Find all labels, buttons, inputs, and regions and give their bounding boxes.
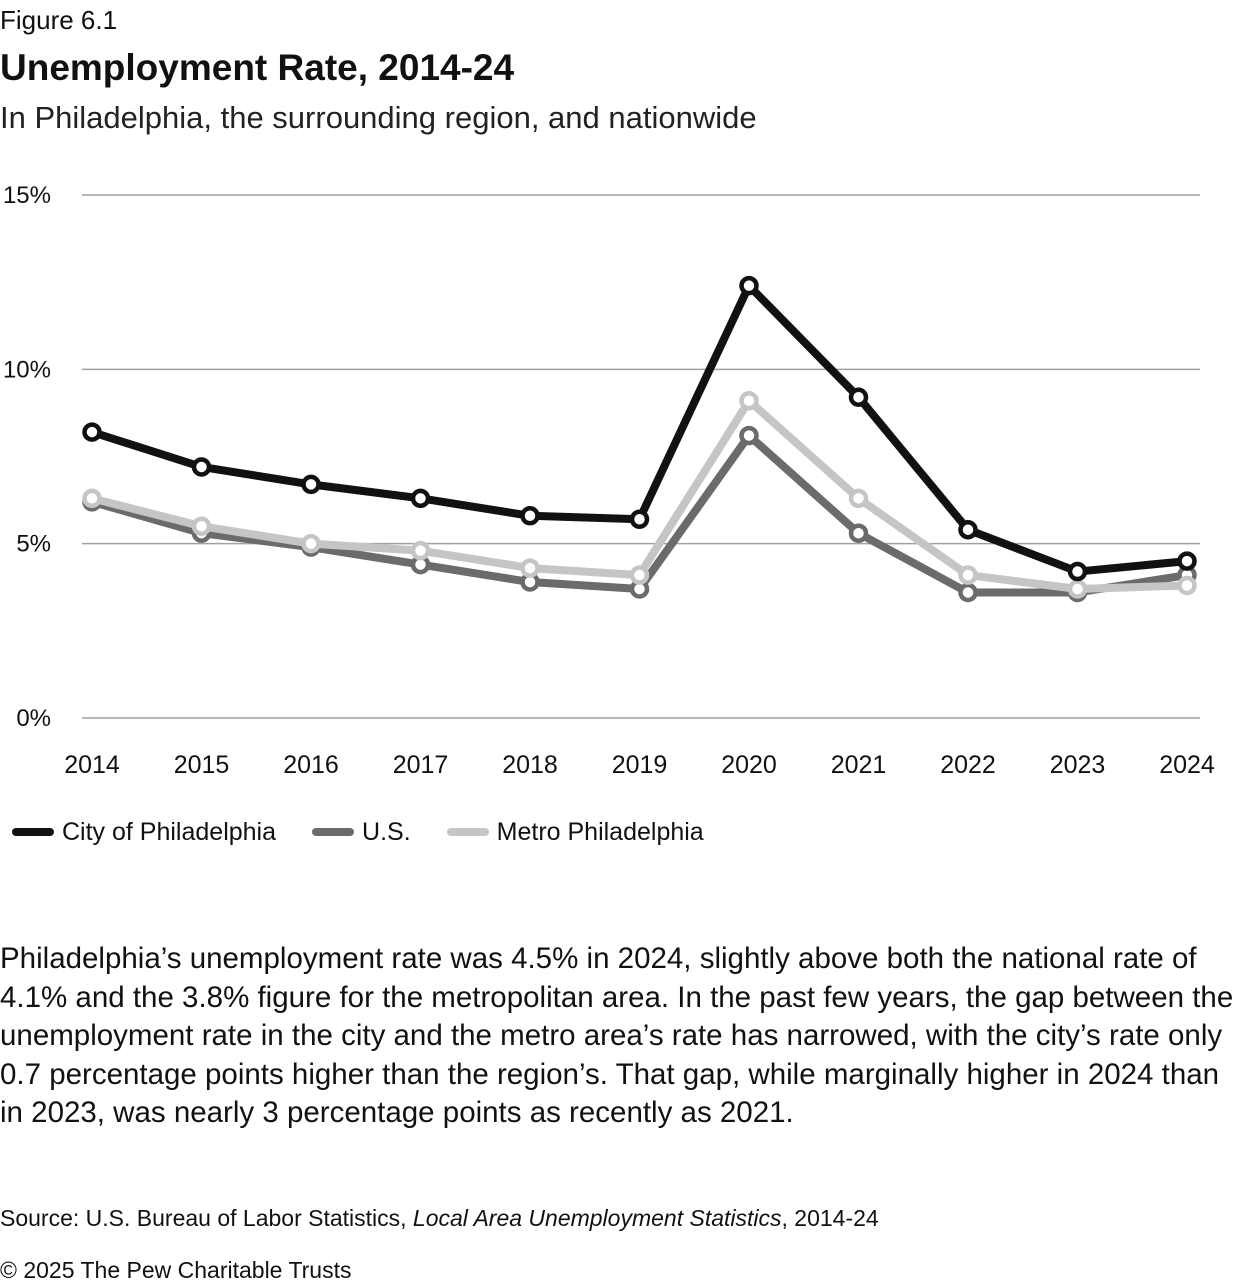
data-point-metro-philadelphia [629,565,650,585]
legend-label-us: U.S. [362,818,411,846]
data-point-metro-philadelphia [82,488,102,509]
data-point-u-s [958,582,978,603]
line-chart: 0%5%10%15% 2014 2015 2016 2017 2018 2019 2020 2… [3,182,1215,779]
data-point-city-of-philadelphia [739,275,759,296]
legend-swatch-city-of-philadelphia [12,828,54,836]
data-point-metro-philadelphia [1177,575,1197,596]
data-point-metro-philadelphia [520,558,540,578]
legend-swatch-us [312,828,355,836]
data-point-u-s [739,425,759,446]
y-axis-tick-labels: 0% 5% 10% 15% [3,182,51,732]
data-point-city-of-philadelphia [848,387,869,407]
chart-subtitle: In Philadelphia, the surrounding region,… [0,100,757,135]
legend-swatch-metro-philadelphia [446,828,489,836]
series-line-metro-philadelphia [88,396,1191,593]
data-point-u-s [848,523,869,543]
data-point-city-of-philadelphia [1067,561,1088,582]
source-title: Local Area Unemployment Statistics [412,1205,782,1231]
x-tick-label: 2023 [1050,751,1106,779]
data-point-city-of-philadelphia [520,506,540,526]
x-tick-label: 2018 [502,751,558,779]
series-metro-philadelphia [82,390,1197,599]
data-point-city-of-philadelphia [958,519,978,540]
data-point-metro-philadelphia [410,540,431,561]
data-point-city-of-philadelphia [410,488,431,509]
y-tick-label: 10% [3,356,51,383]
legend: City of Philadelphia U.S. Metro Philadel… [12,814,740,850]
y-tick-label: 15% [3,182,51,209]
x-tick-label: 2016 [283,751,339,779]
x-tick-label: 2017 [393,751,449,779]
x-tick-label: 2024 [1159,751,1215,779]
legend-label-city-of-philadelphia: City of Philadelphia [62,818,277,846]
x-tick-label: 2020 [721,751,777,779]
data-point-metro-philadelphia [1067,579,1088,599]
x-tick-label: 2019 [612,751,668,779]
source-prefix: Source: U.S. Bureau of Labor Statistics, [0,1205,413,1231]
data-point-city-of-philadelphia [629,509,650,530]
x-axis-tick-labels: 2014 2015 2016 2017 2018 2019 2020 2021 2022 2023… [64,751,1215,779]
data-point-metro-philadelphia [191,516,212,536]
legend-item-us: U.S. [312,814,411,850]
chart-title: Unemployment Rate, 2014-24 [0,47,515,88]
figure-label: Figure 6.1 [0,5,118,35]
data-point-metro-philadelphia [739,390,759,411]
x-tick-label: 2014 [64,751,120,779]
source-suffix: , 2014-24 [781,1205,879,1231]
legend-item-metro-philadelphia: Metro Philadelphia [446,814,704,850]
y-tick-label: 0% [16,705,51,732]
data-point-metro-philadelphia [958,565,978,585]
series-city-of-philadelphia [82,275,1197,582]
data-point-city-of-philadelphia [301,474,321,495]
legend-label-metro-philadelphia: Metro Philadelphia [496,818,704,846]
y-tick-label: 5% [16,531,51,558]
gridlines [82,194,1200,719]
data-point-metro-philadelphia [301,533,321,554]
data-point-city-of-philadelphia [82,422,102,442]
data-point-metro-philadelphia [848,488,869,509]
legend-item-city-of-philadelphia: City of Philadelphia [12,814,276,850]
x-tick-label: 2022 [940,751,996,779]
x-tick-label: 2015 [174,751,230,779]
copyright: © 2025 The Pew Charitable Trusts [0,1257,352,1283]
data-point-city-of-philadelphia [191,457,212,477]
source-note: Source: U.S. Bureau of Labor Statistics,… [0,1202,879,1234]
series-lines [82,275,1197,603]
body-paragraph: Philadelphia’s unemployment rate was 4.5… [0,942,1234,1129]
data-point-city-of-philadelphia [1177,551,1197,571]
x-tick-label: 2021 [831,751,887,779]
